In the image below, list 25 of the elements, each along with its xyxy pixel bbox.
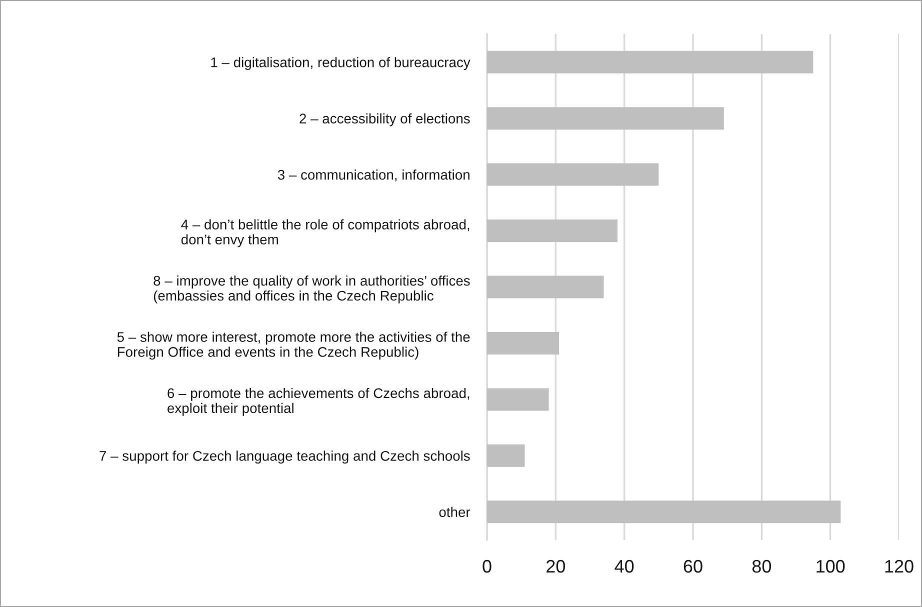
y-tick-label: 5 – show more interest, promote more the activities of the Foreign Office and events in the Czech Republic) [117,332,470,360]
bar [487,220,618,242]
bar [487,50,814,74]
y-tick-label: 2 – accessibility of elections [300,113,470,126]
y-tick-label: 8 – improve the quality of work in authorities’ offices (embassies and offices in the Czech Republic [154,275,470,304]
bar [487,107,724,130]
bar [487,500,841,524]
bar [487,444,525,467]
y-tick-label: 4 – don’t belittle the role of compatriots abroad, don’t envy them [181,219,470,248]
x-tick-label: 100 [816,560,845,573]
y-tick-label: other [439,506,470,518]
bar [487,388,549,411]
y-tick-label: 7 – support for Czech language teaching and Czech schools [100,450,470,464]
x-tick-label: 60 [684,560,702,573]
y-tick-label: 3 – communication, information [278,170,470,182]
y-tick-label: 1 – digitalisation, reduction of bureaucracy [211,57,470,70]
x-tick-label: 20 [546,560,566,573]
bar [487,163,659,186]
x-tick-label: 120 [885,560,914,573]
bar [487,276,604,298]
bar [487,332,560,354]
x-tick-label: 80 [752,560,772,573]
x-tick-label: 40 [614,560,634,573]
y-tick-label: 6 – promote the achievements of Czechs abroad, exploit their potential [168,388,470,416]
x-tick-label: 0 [482,560,492,573]
